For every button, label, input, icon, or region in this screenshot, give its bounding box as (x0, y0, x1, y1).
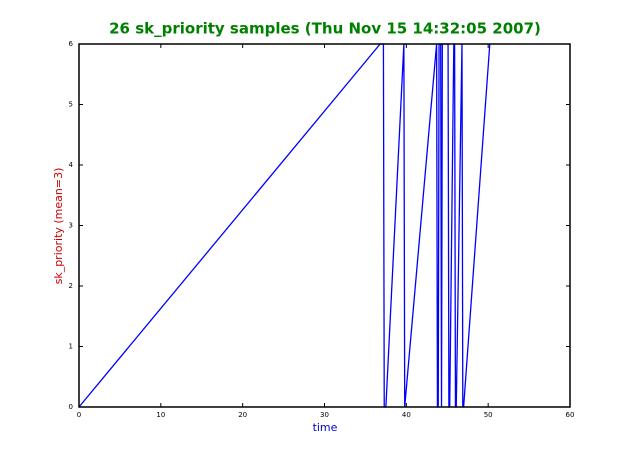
y-tick-label: 1 (69, 343, 73, 351)
y-tick-label: 2 (69, 282, 73, 290)
chart-title: 26 sk_priority samples (Thu Nov 15 14:32… (109, 20, 541, 38)
x-tick-label: 60 (566, 411, 575, 419)
x-tick-label: 0 (77, 411, 81, 419)
y-tick-label: 5 (69, 101, 73, 109)
x-tick-label: 20 (238, 411, 247, 419)
x-axis-label: time (313, 421, 338, 434)
x-tick-label: 50 (484, 411, 493, 419)
x-tick-label: 30 (320, 411, 329, 419)
y-tick-label: 6 (69, 40, 74, 48)
y-tick-label: 3 (69, 222, 73, 230)
y-tick-label: 0 (69, 403, 73, 411)
x-tick-label: 10 (156, 411, 165, 419)
x-tick-label: 40 (402, 411, 411, 419)
plot-frame (78, 43, 571, 408)
y-axis-label: sk_priority (mean=3) (52, 168, 65, 285)
y-tick-label: 4 (69, 161, 74, 169)
